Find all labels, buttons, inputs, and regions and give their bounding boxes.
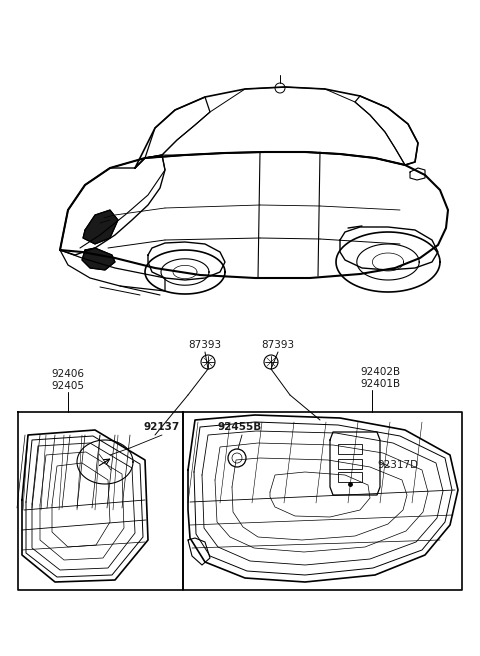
Text: 92406
92405: 92406 92405 — [51, 369, 84, 391]
Text: 87393: 87393 — [262, 340, 295, 350]
Polygon shape — [82, 248, 115, 270]
Text: 92137: 92137 — [144, 422, 180, 432]
Text: 92402B
92401B: 92402B 92401B — [360, 367, 400, 389]
FancyBboxPatch shape — [338, 472, 362, 482]
Text: 92455B: 92455B — [218, 422, 262, 432]
Text: 87393: 87393 — [189, 340, 222, 350]
FancyBboxPatch shape — [338, 459, 362, 469]
Polygon shape — [83, 210, 118, 244]
Text: 92317D: 92317D — [377, 460, 419, 470]
FancyBboxPatch shape — [338, 444, 362, 454]
